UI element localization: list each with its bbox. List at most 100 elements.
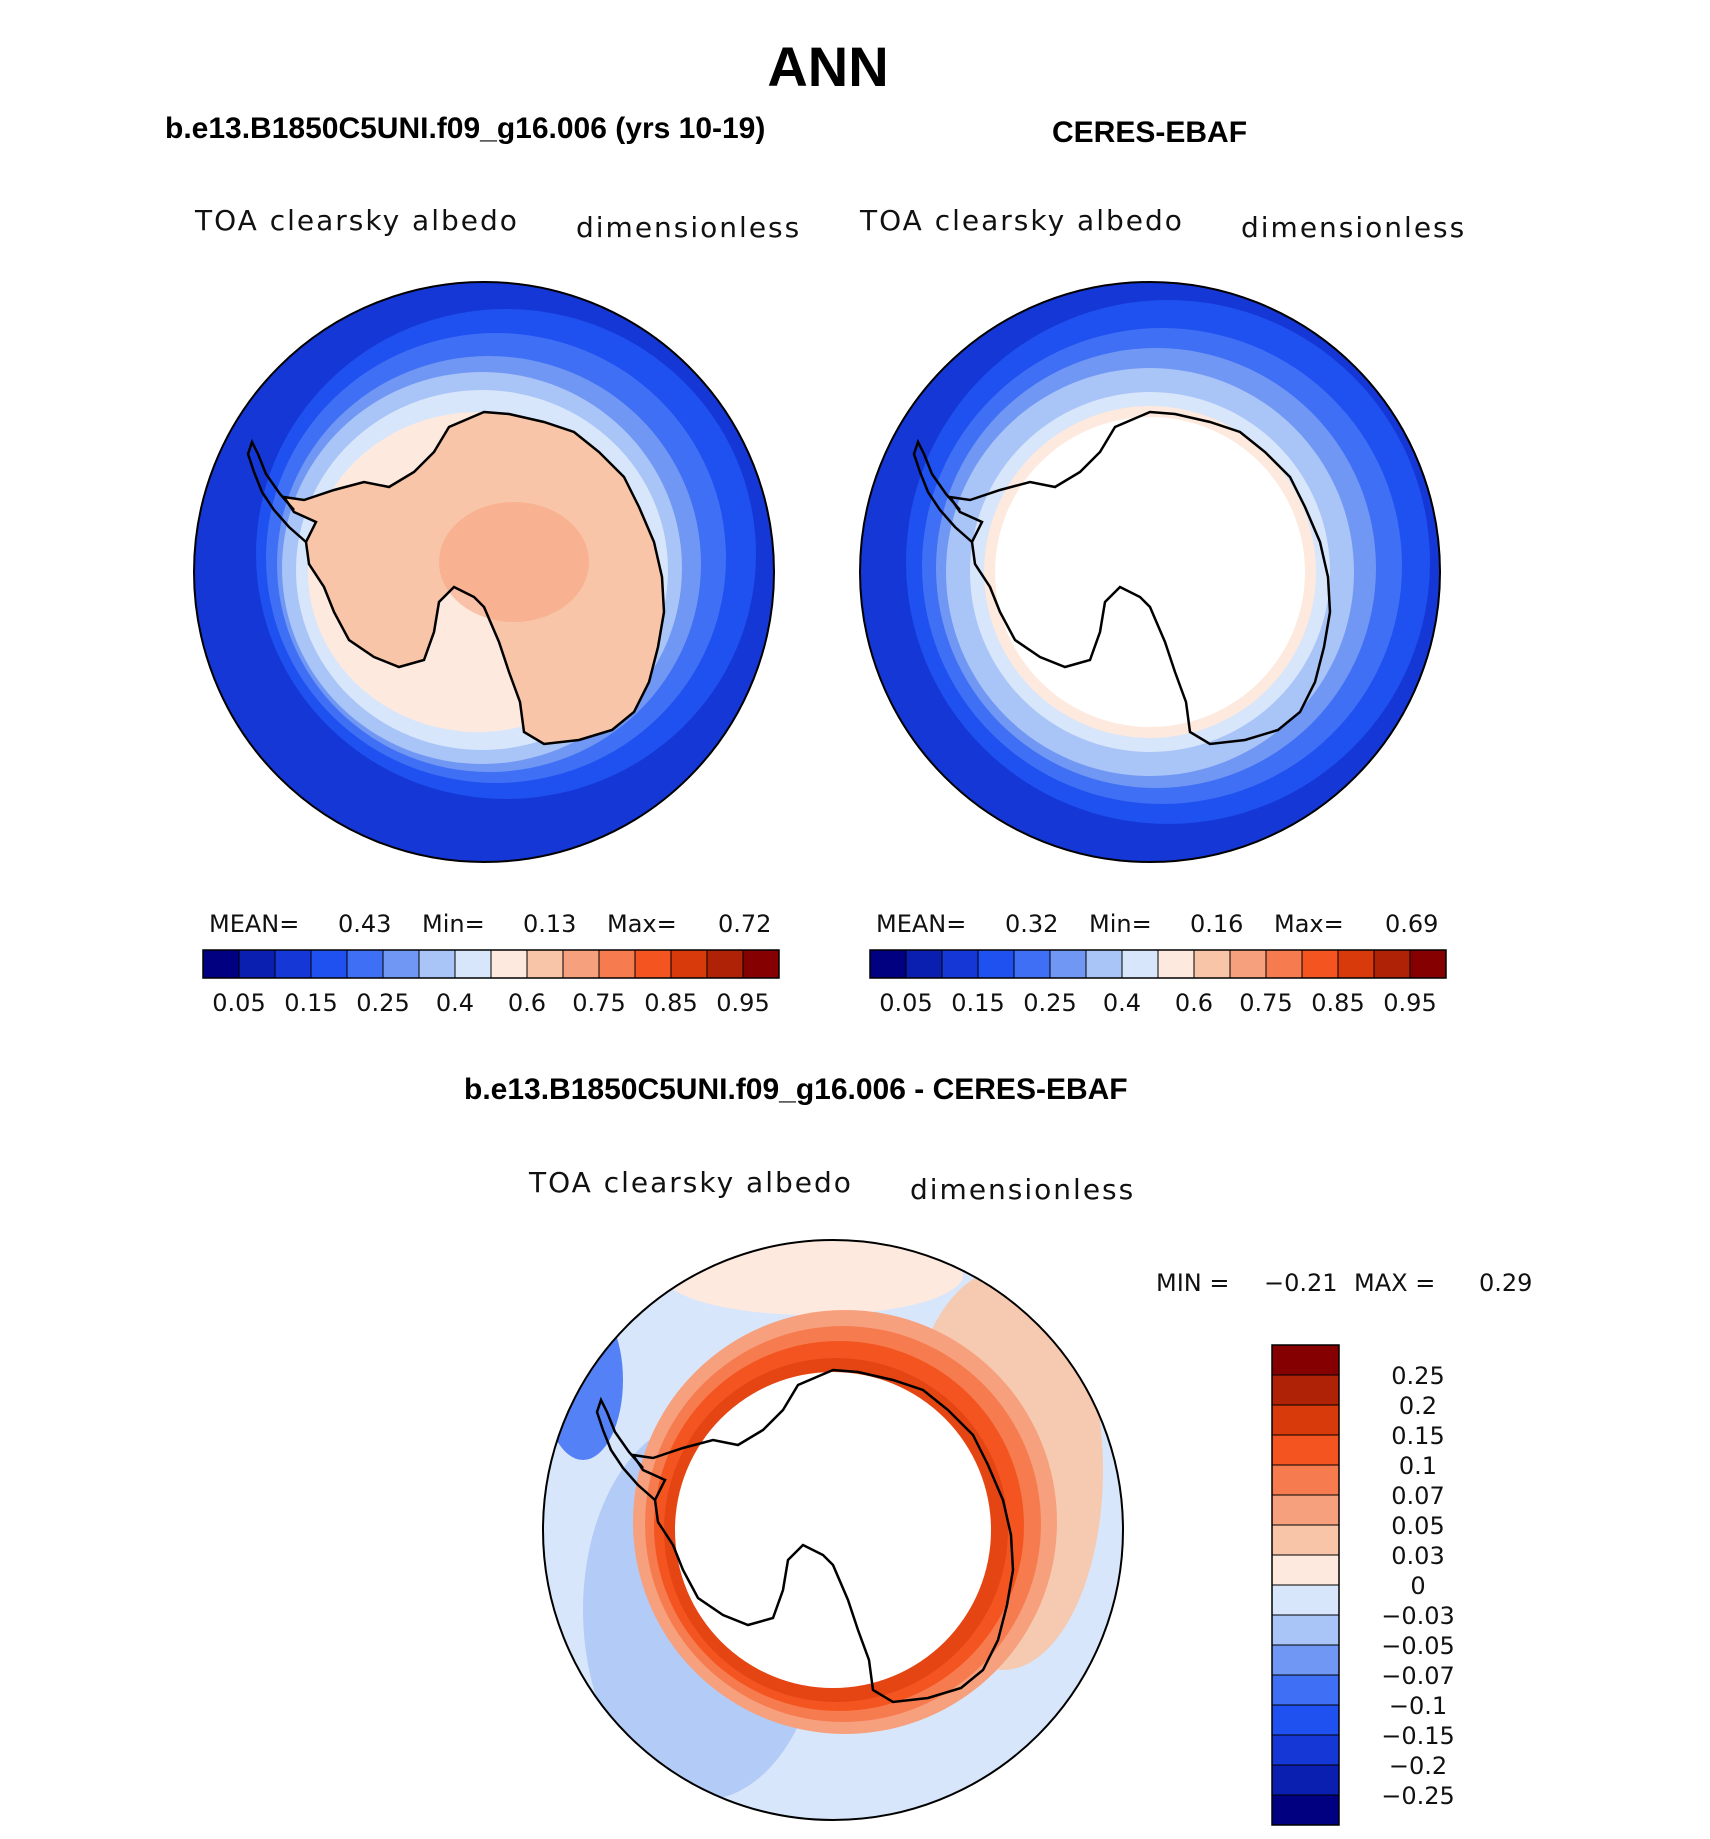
colorbar-model: 0.05 0.15 0.25 0.4 0.6 0.75 0.85 0.95 xyxy=(202,949,780,1017)
colorbar-swatch xyxy=(1121,949,1159,979)
colorbar-swatch xyxy=(1409,949,1447,979)
map-border xyxy=(859,281,1441,863)
colorbar-tick-label: 0.2 xyxy=(1399,1392,1437,1420)
panel-model-variable: TOA clearsky albedo xyxy=(194,204,519,237)
colorbar-swatch xyxy=(490,949,528,979)
stats-mean-value: 0.43 xyxy=(338,910,391,938)
colorbar-swatch xyxy=(274,949,312,979)
colorbar-tick-label: 0.25 xyxy=(1023,989,1076,1017)
colorbar-tick-label: −0.25 xyxy=(1381,1782,1455,1810)
colorbar-swatch xyxy=(238,949,276,979)
colorbar-swatch xyxy=(1013,949,1051,979)
missing-data-region xyxy=(675,1372,991,1688)
map-border xyxy=(542,1239,1124,1821)
stats-max-label: Max= xyxy=(607,910,677,938)
colorbar-swatch xyxy=(418,949,456,979)
panel-model-heading: b.e13.B1850C5UNI.f09_g16.006 (yrs 10-19) xyxy=(165,112,765,145)
colorbar-swatch xyxy=(1271,1704,1340,1736)
colorbar-swatch xyxy=(634,949,672,979)
colorbar-swatch xyxy=(1085,949,1123,979)
colorbar-swatch xyxy=(941,949,979,979)
stats-mean-label: MEAN= xyxy=(209,910,299,938)
colorbar-swatch xyxy=(382,949,420,979)
colorbar-swatch xyxy=(1373,949,1411,979)
colorbar-swatch xyxy=(1271,1614,1340,1646)
colorbar-swatch xyxy=(1229,949,1267,979)
panel-obs-heading: CERES-EBAF xyxy=(1052,116,1247,149)
colorbar-swatch xyxy=(1271,1464,1340,1496)
colorbar-tick-label: 0.4 xyxy=(436,989,474,1017)
colorbar-tick-label: 0.15 xyxy=(284,989,337,1017)
colorbar-frame xyxy=(202,949,780,979)
colorbar-tick-label: −0.2 xyxy=(1389,1752,1447,1780)
colorbar-tick-label: 0.03 xyxy=(1391,1542,1444,1570)
colorbar-frame xyxy=(869,949,1447,979)
map-border xyxy=(193,281,775,863)
colorbar-swatch xyxy=(670,949,708,979)
stats-min-label: Min= xyxy=(422,910,485,938)
colorbar-difference: 0.250.20.150.10.070.050.030−0.03−0.05−0.… xyxy=(1271,1344,1455,1826)
panel-difference: b.e13.B1850C5UNI.f09_g16.006 - CERES-EBA… xyxy=(464,1073,1532,1826)
colorbar-swatch xyxy=(1271,1674,1340,1706)
colorbar-swatch xyxy=(1271,1554,1340,1586)
panel-obs-variable: TOA clearsky albedo xyxy=(859,204,1184,237)
colorbar-tick-label: 0.4 xyxy=(1103,989,1141,1017)
stats-min-value: 0.13 xyxy=(523,910,576,938)
colorbar-frame xyxy=(1271,1344,1340,1826)
panel-obs-units: dimensionless xyxy=(1241,211,1466,244)
figure-title: ANN xyxy=(767,35,888,98)
colorbar-tick-label: 0.25 xyxy=(356,989,409,1017)
colorbar-tick-label: 0.85 xyxy=(1311,989,1364,1017)
colorbar-swatch xyxy=(869,949,907,979)
diff-contour-positive-north xyxy=(663,1240,963,1315)
colorbar-swatch xyxy=(1157,949,1195,979)
colorbar-swatch xyxy=(977,949,1015,979)
panel-model-units: dimensionless xyxy=(576,211,801,244)
diff-heading: b.e13.B1850C5UNI.f09_g16.006 - CERES-EBA… xyxy=(464,1073,1128,1106)
colorbar-tick-label: 0 xyxy=(1410,1572,1425,1600)
colorbar-swatch xyxy=(454,949,492,979)
stats-min-value: 0.16 xyxy=(1190,910,1243,938)
colorbar-tick-label: 0.25 xyxy=(1391,1362,1444,1390)
colorbar-tick-label: 0.15 xyxy=(1391,1422,1444,1450)
colorbar-swatch xyxy=(1271,1404,1340,1436)
colorbar-swatch xyxy=(1271,1494,1340,1526)
missing-data-region xyxy=(995,417,1305,727)
stats-max-value: 0.69 xyxy=(1385,910,1438,938)
diff-units: dimensionless xyxy=(910,1173,1135,1206)
diff-max-value: 0.29 xyxy=(1479,1269,1532,1297)
colorbar-tick-label: 0.1 xyxy=(1399,1452,1437,1480)
map-model xyxy=(193,281,775,863)
colorbar-swatch xyxy=(1271,1374,1340,1406)
diff-min-value: −0.21 xyxy=(1264,1269,1338,1297)
colorbar-swatch xyxy=(1271,1584,1340,1616)
colorbar-swatch xyxy=(1271,1764,1340,1796)
diff-variable: TOA clearsky albedo xyxy=(528,1166,853,1199)
colorbar-obs: 0.05 0.15 0.25 0.4 0.6 0.75 0.85 0.95 xyxy=(869,949,1447,1017)
diff-contour-negative-west xyxy=(543,1300,623,1460)
colorbar-swatch xyxy=(1271,1734,1340,1766)
map-obs xyxy=(859,281,1441,863)
colorbar-tick-label: −0.15 xyxy=(1381,1722,1455,1750)
colorbar-swatch xyxy=(706,949,744,979)
colorbar-tick-label: 0.15 xyxy=(951,989,1004,1017)
colorbar-tick-label: 0.05 xyxy=(212,989,265,1017)
stats-min-label: Min= xyxy=(1089,910,1152,938)
diff-min-label: MIN = xyxy=(1156,1269,1229,1297)
colorbar-swatch xyxy=(1265,949,1303,979)
colorbar-swatch xyxy=(1049,949,1087,979)
colorbar-tick-label: 0.05 xyxy=(1391,1512,1444,1540)
stats-mean-label: MEAN= xyxy=(876,910,966,938)
colorbar-swatch xyxy=(1271,1794,1340,1826)
colorbar-swatch xyxy=(1271,1524,1340,1556)
colorbar-tick-label: −0.1 xyxy=(1389,1692,1447,1720)
colorbar-swatch xyxy=(598,949,636,979)
stats-max-label: Max= xyxy=(1274,910,1344,938)
colorbar-swatch xyxy=(310,949,348,979)
colorbar-swatch xyxy=(1271,1434,1340,1466)
colorbar-tick-label: 0.85 xyxy=(644,989,697,1017)
map-difference xyxy=(542,1239,1124,1821)
colorbar-swatch xyxy=(1271,1344,1340,1376)
diff-max-label: MAX = xyxy=(1354,1269,1435,1297)
